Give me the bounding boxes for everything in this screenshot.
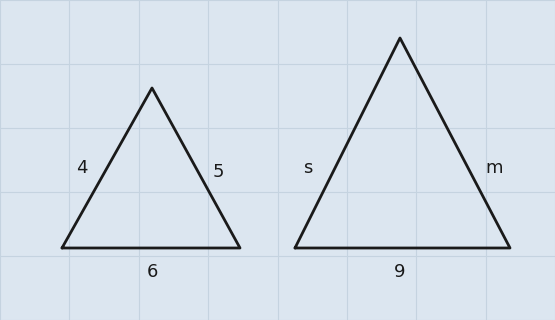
Text: 6: 6 [147, 263, 158, 281]
Text: 5: 5 [212, 163, 224, 181]
Text: m: m [485, 159, 503, 177]
Text: 4: 4 [76, 159, 88, 177]
Text: 9: 9 [394, 263, 406, 281]
Text: s: s [304, 159, 312, 177]
